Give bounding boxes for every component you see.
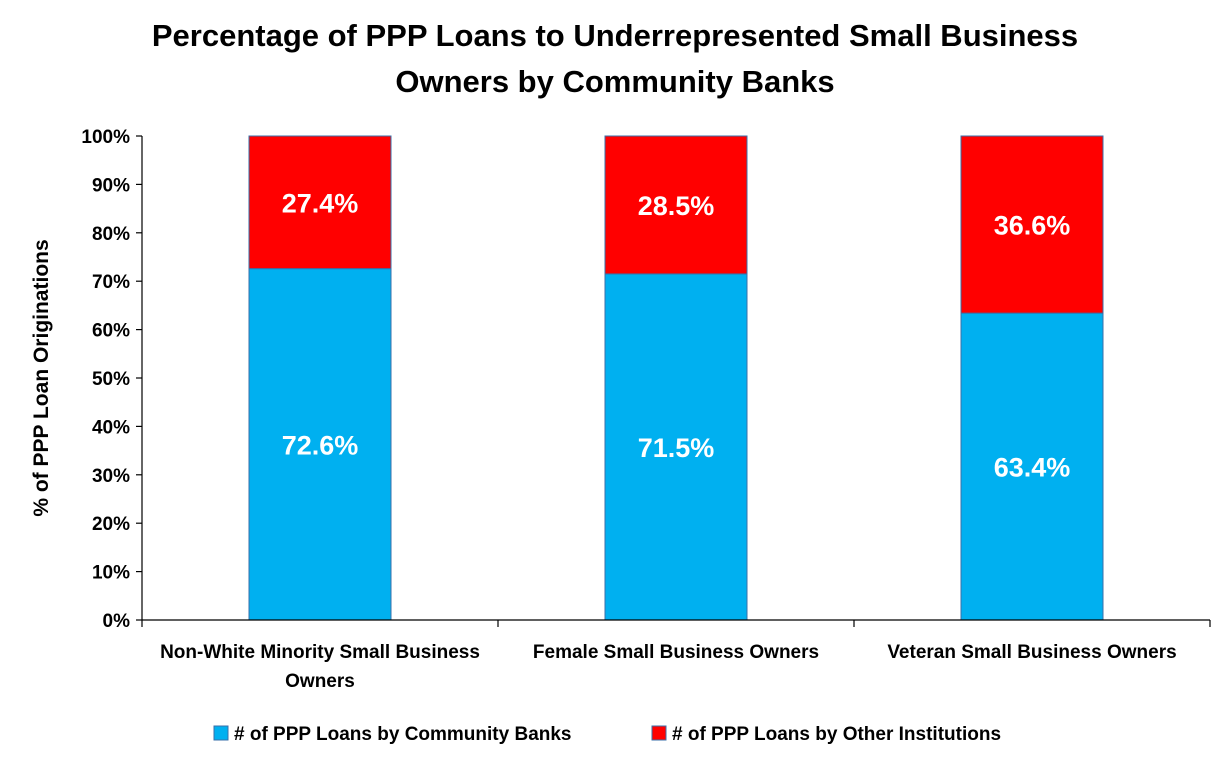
legend-swatch-other-institutions — [651, 725, 667, 741]
bar-other-institutions-2 — [604, 135, 748, 275]
data-label-other-institutions-1: 27.4% — [282, 188, 359, 218]
bar-community-banks-2 — [604, 273, 748, 621]
legend-swatch-community-banks — [213, 725, 229, 741]
y-tick-label: 30% — [92, 466, 130, 487]
y-tick-label: 70% — [92, 272, 130, 293]
data-label-other-institutions-3: 36.6% — [994, 211, 1071, 241]
y-tick-label: 10% — [92, 563, 130, 584]
bar-community-banks-3 — [960, 312, 1104, 621]
y-tick-label: 60% — [92, 321, 130, 342]
y-tick-label: 40% — [92, 417, 130, 438]
x-category-label-1: Non-White Minority Small Business — [160, 642, 480, 663]
legend-label-other-institutions: # of PPP Loans by Other Institutions — [672, 724, 1001, 745]
y-tick-label: 80% — [92, 224, 130, 245]
chart-title-line-1: Percentage of PPP Loans to Underrepresen… — [151, 18, 1079, 53]
data-label-community-banks-1: 72.6% — [282, 430, 359, 460]
x-category-label-2: Female Small Business Owners — [533, 642, 819, 663]
bar-other-institutions-3 — [960, 135, 1104, 314]
y-axis-title: % of PPP Loan Originations — [30, 239, 53, 516]
legend-label-community-banks: # of PPP Loans by Community Banks — [234, 724, 572, 745]
y-tick-label: 90% — [92, 175, 130, 196]
y-tick-label: 50% — [92, 369, 130, 390]
y-tick-label: 0% — [103, 611, 131, 632]
x-category-label-1: Owners — [285, 671, 355, 692]
data-label-other-institutions-2: 28.5% — [638, 191, 715, 221]
bar-community-banks-1 — [248, 268, 392, 621]
y-tick-label: 20% — [92, 514, 130, 535]
y-tick-label: 100% — [81, 127, 130, 148]
data-label-community-banks-3: 63.4% — [994, 453, 1071, 483]
chart-title-line-2: Owners by Community Banks — [395, 64, 835, 99]
bar-other-institutions-1 — [248, 135, 392, 270]
x-category-label-3: Veteran Small Business Owners — [887, 642, 1176, 663]
data-label-community-banks-2: 71.5% — [638, 433, 715, 463]
